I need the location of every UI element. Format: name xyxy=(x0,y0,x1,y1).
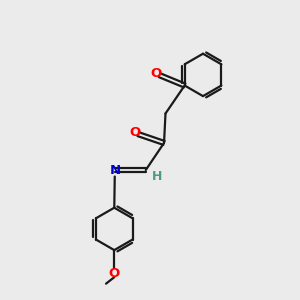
Text: O: O xyxy=(129,126,140,139)
Text: O: O xyxy=(151,67,162,80)
Text: N: N xyxy=(109,164,120,176)
Text: O: O xyxy=(109,267,120,280)
Text: H: H xyxy=(152,170,162,183)
